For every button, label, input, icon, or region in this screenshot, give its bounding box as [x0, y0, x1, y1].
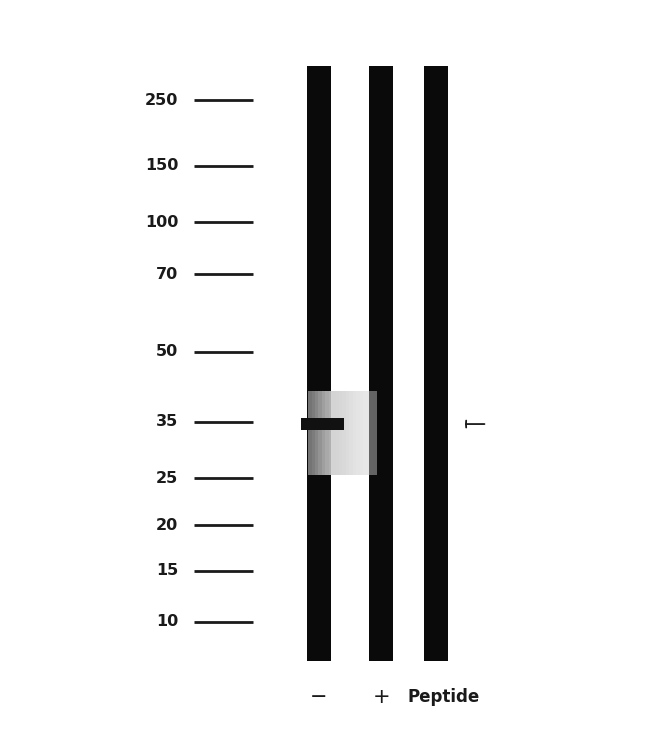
Bar	[343, 391, 346, 475]
Text: 15: 15	[156, 563, 178, 578]
Bar	[370, 391, 373, 475]
Bar	[318, 391, 322, 475]
Bar	[315, 391, 318, 475]
Bar	[367, 391, 370, 475]
Bar	[353, 391, 356, 475]
Bar	[424, 66, 448, 661]
Text: 50: 50	[156, 344, 178, 359]
Text: 150: 150	[145, 158, 178, 173]
Text: 250: 250	[145, 93, 178, 108]
Text: 25: 25	[156, 470, 178, 486]
Text: 70: 70	[156, 267, 178, 282]
Bar	[346, 391, 349, 475]
Bar	[369, 66, 393, 661]
Text: 10: 10	[156, 615, 178, 629]
Bar	[356, 391, 359, 475]
Text: 100: 100	[145, 215, 178, 230]
Bar	[363, 391, 367, 475]
Bar	[325, 391, 329, 475]
Bar	[373, 391, 377, 475]
Bar	[329, 391, 332, 475]
Bar	[302, 418, 344, 430]
Bar	[349, 391, 353, 475]
Text: −: −	[310, 687, 328, 707]
Text: 35: 35	[156, 415, 178, 429]
Bar	[308, 391, 377, 475]
Bar	[335, 391, 339, 475]
Bar	[311, 391, 315, 475]
Text: +: +	[372, 687, 390, 707]
Bar	[308, 391, 311, 475]
Bar	[307, 66, 331, 661]
Bar	[332, 391, 335, 475]
Bar	[339, 391, 343, 475]
Text: Peptide: Peptide	[408, 688, 480, 706]
Text: 20: 20	[156, 518, 178, 533]
Bar	[359, 391, 363, 475]
Bar	[322, 391, 325, 475]
